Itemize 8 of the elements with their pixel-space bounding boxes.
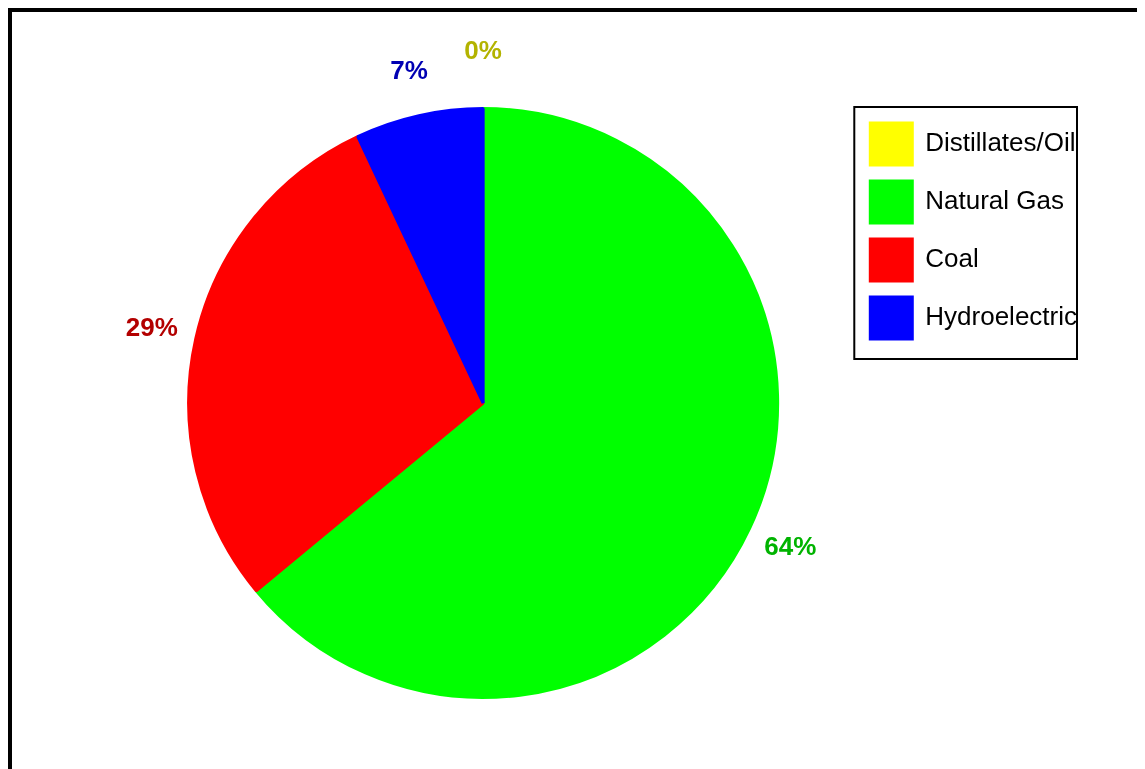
legend-label: Hydroelectric	[925, 301, 1078, 332]
text: 0%	[464, 34, 502, 65]
legend-label: Distillates/Oil	[925, 127, 1076, 158]
legend-label: Coal	[925, 243, 979, 274]
data-label: 64%	[764, 530, 817, 561]
data-label: 29%	[125, 312, 178, 343]
data-label: 7%	[390, 54, 428, 85]
legend-label: Natural Gas	[925, 185, 1065, 216]
